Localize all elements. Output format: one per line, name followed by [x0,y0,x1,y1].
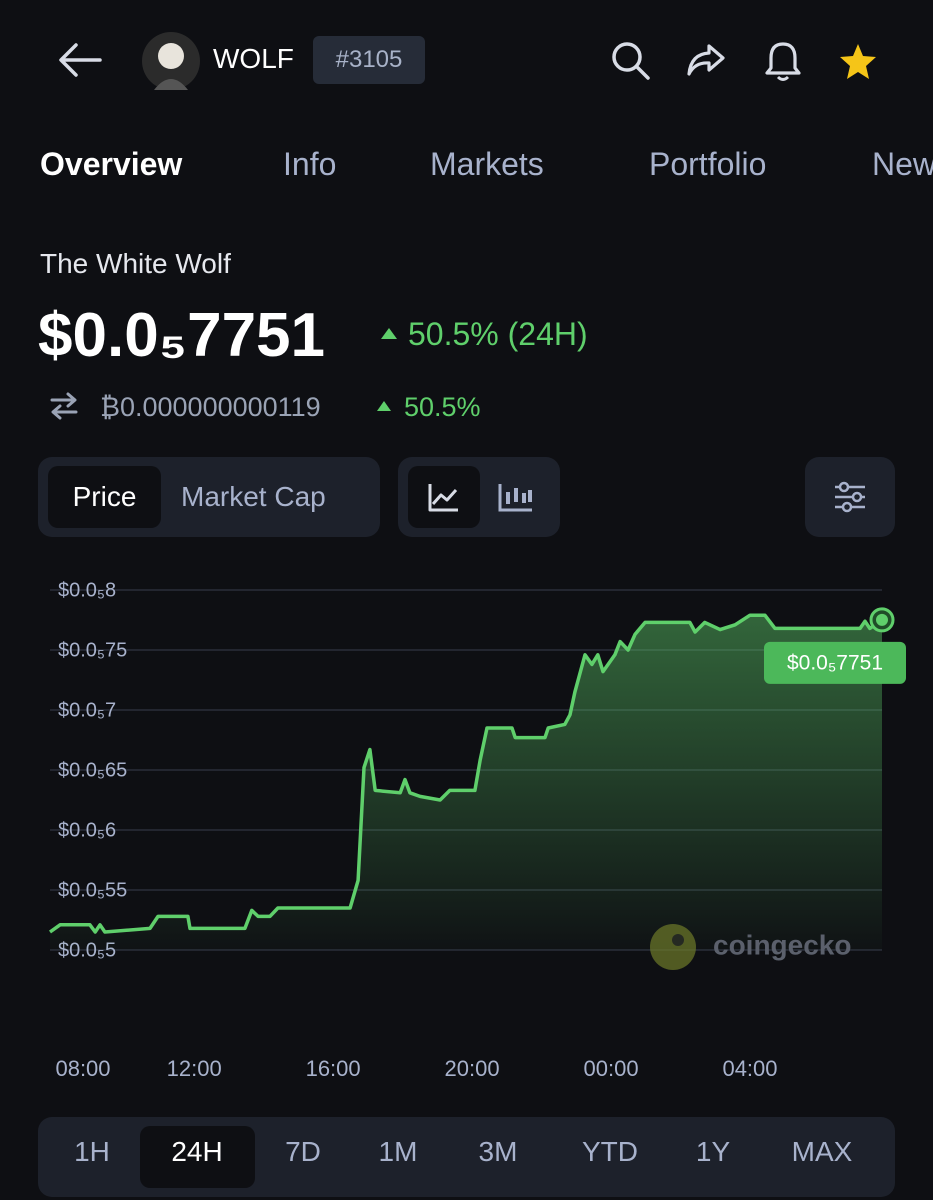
rank-badge: #3105 [313,36,425,84]
coin-symbol: WOLF [213,43,294,74]
range-option[interactable]: 24H [171,1136,223,1167]
search-icon[interactable] [610,40,652,82]
current-label: $0.0₅7751 [787,651,883,674]
coin-avatar [142,32,200,90]
settings-button[interactable] [805,457,895,537]
x-tick-label: 20:00 [445,1056,500,1081]
range-option[interactable]: 1Y [695,1136,731,1167]
y-tick-label: $0.0₅65 [58,759,127,781]
area-fill [50,615,882,950]
current-label-box [764,641,906,684]
y-tick-label: $0.0₅75 [58,639,127,661]
tab[interactable]: News [872,146,933,182]
x-tick-label: 00:00 [584,1056,639,1081]
y-tick-label: $0.0₅6 [58,819,116,841]
range-highlight [140,1126,255,1188]
range-option[interactable]: 3M [478,1136,518,1167]
watermark: coingecko [713,929,851,960]
share-icon[interactable] [685,42,727,80]
candle-style-button[interactable] [490,466,550,528]
y-tick-label: $0.0₅55 [58,879,127,901]
bell-icon[interactable] [763,40,803,82]
range-option[interactable]: YTD [582,1136,638,1167]
range-option[interactable]: 7D [285,1136,321,1167]
price-chart: $0.0₅8 $0.0₅75 $0.0₅7 $0.0₅65 $0.0₅6 $0.0₅55 $… [48,579,906,1081]
up-arrow [381,328,397,339]
tab[interactable]: Portfolio [649,146,767,182]
toggle-option[interactable]: Market Cap [181,481,326,512]
coin-name: The White Wolf [40,248,231,279]
watermark-logo [650,924,696,970]
btc-change: 50.5% [404,392,481,422]
tab[interactable]: Info [283,146,337,182]
range-option[interactable]: MAX [791,1136,853,1167]
y-tick-label: $0.0₅7 [58,699,116,721]
x-tick-label: 16:00 [306,1056,361,1081]
price-line [48,613,884,934]
range-option[interactable]: 1H [74,1136,110,1167]
y-tick-label: $0.0₅8 [58,579,116,601]
watermark-logo-eye [672,934,684,946]
price-change: 50.5% (24H) [408,316,588,352]
range-option[interactable]: 1M [378,1136,418,1167]
up-arrow [377,401,391,411]
tab[interactable]: Markets [430,146,544,182]
btc-price: ₿0.000000000119 [100,392,321,422]
x-tick-label: 04:00 [722,1056,777,1081]
x-tick-label: 08:00 [55,1056,110,1081]
line-style-button[interactable] [408,466,480,528]
favorite-star[interactable] [838,42,878,80]
x-tick-label: 12:00 [167,1056,222,1081]
coin-price: $0.0₅7751 [38,301,326,370]
back-button[interactable] [56,40,104,80]
toggle-option[interactable]: Price [48,466,161,528]
swap-icon[interactable] [48,390,80,422]
tab[interactable]: Overview [40,146,183,182]
current-point-core [876,613,888,626]
